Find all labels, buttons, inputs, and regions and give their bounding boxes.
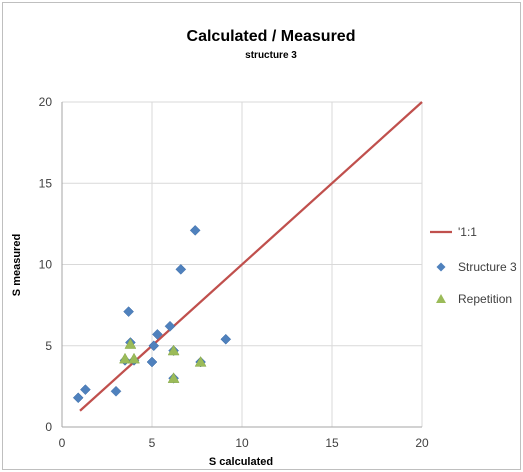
legend-label: Repetition	[458, 292, 512, 306]
structure-3-point	[110, 385, 122, 397]
repetition-point	[128, 352, 140, 364]
structure-3-point	[152, 329, 163, 340]
legend-label: '1:1	[458, 225, 477, 239]
structure-3-point	[220, 333, 232, 345]
chart-title: Calculated / Measured	[187, 28, 356, 45]
legend-diamond-swatch	[436, 262, 446, 272]
structure-3-point	[148, 340, 160, 352]
y-axis-title: S measured	[11, 234, 23, 296]
structure-3-point	[146, 356, 158, 368]
structure-3-point	[164, 320, 176, 332]
legend-label: Structure 3	[458, 260, 517, 274]
scatter-chart: Calculated / Measured structure 3 0 5 10 15…	[11, 28, 517, 468]
data-series	[72, 101, 423, 412]
x-tick-label: 5	[149, 436, 156, 450]
repetition-point	[167, 344, 180, 356]
structure-3-point	[80, 384, 91, 395]
x-tick-label: 10	[235, 436, 249, 450]
repetition-point	[119, 352, 131, 364]
structure-3-point	[175, 264, 187, 275]
identity-line	[79, 101, 423, 412]
grid-lines	[61, 101, 423, 428]
repetition-point	[124, 338, 137, 349]
chart-subtitle: structure 3	[245, 50, 297, 61]
x-axis-title: S calculated	[209, 456, 273, 468]
repetition-point	[194, 355, 207, 367]
structure-3-point	[189, 225, 201, 236]
structure-3-point	[123, 306, 134, 317]
y-tick-label: 20	[39, 95, 53, 109]
y-tick-label: 15	[39, 176, 53, 190]
legend: '1:1 Structure 3 Repetition	[430, 225, 517, 306]
x-tick-label: 0	[59, 436, 66, 450]
repetition-point	[167, 372, 180, 383]
tick-labels: 0 5 10 15 20 0 5 10 15 20	[39, 95, 429, 450]
legend-triangle-swatch	[436, 294, 446, 303]
y-tick-label: 5	[45, 339, 52, 353]
x-tick-label: 15	[325, 436, 339, 450]
y-tick-label: 0	[45, 420, 52, 434]
x-tick-label: 20	[415, 436, 429, 450]
y-tick-label: 10	[39, 258, 53, 272]
structure-3-point	[72, 392, 84, 404]
